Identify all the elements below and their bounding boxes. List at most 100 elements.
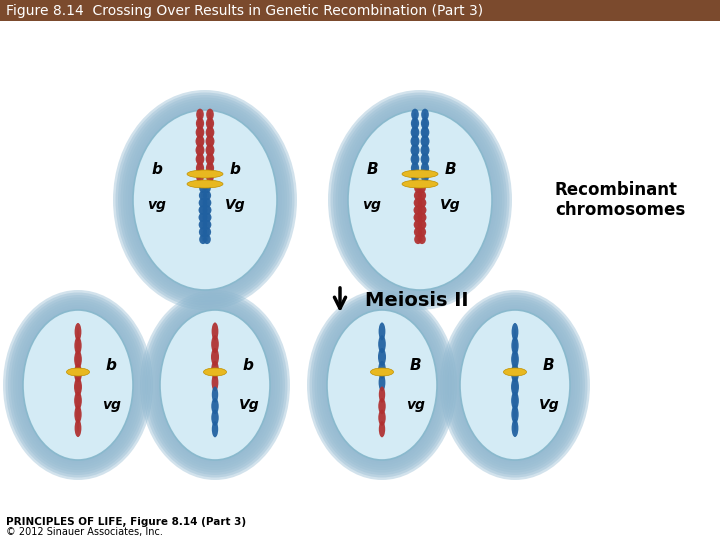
Ellipse shape	[421, 109, 429, 120]
Ellipse shape	[410, 153, 419, 165]
Ellipse shape	[414, 198, 423, 207]
Ellipse shape	[153, 302, 277, 468]
Ellipse shape	[343, 105, 497, 295]
Ellipse shape	[421, 118, 429, 129]
Ellipse shape	[6, 293, 150, 477]
Ellipse shape	[74, 336, 81, 355]
Ellipse shape	[411, 118, 419, 129]
Ellipse shape	[202, 198, 212, 207]
Ellipse shape	[205, 136, 215, 147]
Ellipse shape	[74, 392, 82, 409]
Ellipse shape	[418, 213, 426, 222]
Ellipse shape	[211, 409, 219, 426]
Ellipse shape	[20, 307, 135, 462]
Ellipse shape	[202, 220, 212, 229]
Ellipse shape	[420, 126, 429, 138]
Ellipse shape	[414, 227, 422, 237]
Ellipse shape	[118, 95, 292, 305]
Ellipse shape	[421, 163, 429, 174]
Ellipse shape	[307, 290, 457, 480]
Ellipse shape	[199, 220, 207, 229]
Ellipse shape	[187, 180, 223, 188]
Ellipse shape	[202, 205, 212, 215]
Ellipse shape	[202, 213, 212, 222]
Ellipse shape	[120, 98, 289, 302]
Ellipse shape	[74, 364, 82, 382]
Ellipse shape	[418, 191, 426, 200]
Ellipse shape	[199, 198, 207, 207]
Text: B: B	[444, 163, 456, 178]
Ellipse shape	[511, 350, 519, 368]
Ellipse shape	[411, 109, 419, 120]
Ellipse shape	[199, 234, 207, 244]
Ellipse shape	[457, 307, 572, 462]
Ellipse shape	[199, 205, 207, 215]
Ellipse shape	[212, 374, 218, 391]
Ellipse shape	[410, 144, 420, 156]
Ellipse shape	[75, 419, 81, 437]
Ellipse shape	[322, 305, 442, 465]
Ellipse shape	[196, 144, 204, 156]
Ellipse shape	[341, 103, 500, 298]
Text: vg: vg	[406, 398, 425, 412]
Ellipse shape	[333, 95, 507, 305]
Ellipse shape	[196, 171, 204, 183]
Ellipse shape	[379, 374, 385, 391]
Ellipse shape	[418, 227, 426, 237]
Ellipse shape	[140, 290, 290, 480]
Text: b: b	[230, 163, 240, 178]
Ellipse shape	[196, 126, 204, 138]
Ellipse shape	[128, 105, 282, 295]
Ellipse shape	[203, 191, 211, 200]
Ellipse shape	[211, 398, 219, 414]
Ellipse shape	[418, 184, 426, 193]
Ellipse shape	[378, 348, 386, 366]
Ellipse shape	[204, 368, 227, 376]
Ellipse shape	[196, 118, 204, 129]
Ellipse shape	[410, 136, 420, 147]
Ellipse shape	[420, 153, 429, 165]
Ellipse shape	[145, 295, 285, 475]
Ellipse shape	[199, 191, 207, 200]
Text: vg: vg	[148, 198, 166, 212]
Ellipse shape	[200, 186, 206, 241]
Ellipse shape	[511, 378, 519, 396]
Ellipse shape	[450, 300, 580, 470]
Ellipse shape	[512, 328, 518, 432]
Ellipse shape	[8, 295, 148, 475]
Ellipse shape	[440, 290, 590, 480]
Text: Vg: Vg	[539, 398, 559, 412]
Ellipse shape	[206, 153, 215, 165]
FancyBboxPatch shape	[0, 0, 720, 21]
Ellipse shape	[312, 295, 452, 475]
Ellipse shape	[402, 170, 438, 178]
Text: vg: vg	[102, 398, 121, 412]
Ellipse shape	[13, 300, 143, 470]
Ellipse shape	[511, 392, 519, 409]
Ellipse shape	[148, 298, 282, 472]
Ellipse shape	[203, 234, 211, 244]
Ellipse shape	[421, 171, 429, 183]
Ellipse shape	[346, 107, 495, 293]
Ellipse shape	[199, 227, 207, 237]
Ellipse shape	[379, 322, 385, 340]
Ellipse shape	[512, 419, 518, 437]
Ellipse shape	[16, 302, 140, 468]
Ellipse shape	[414, 191, 422, 200]
Ellipse shape	[18, 305, 138, 465]
Ellipse shape	[412, 112, 418, 180]
Ellipse shape	[125, 103, 284, 298]
Ellipse shape	[414, 184, 422, 193]
Ellipse shape	[158, 307, 272, 462]
Ellipse shape	[23, 310, 133, 460]
Ellipse shape	[330, 92, 510, 307]
Ellipse shape	[325, 307, 439, 462]
Ellipse shape	[415, 186, 421, 241]
Ellipse shape	[414, 220, 423, 229]
Ellipse shape	[452, 302, 577, 468]
Ellipse shape	[187, 170, 223, 178]
Ellipse shape	[378, 335, 386, 353]
Ellipse shape	[203, 184, 211, 193]
Ellipse shape	[418, 234, 426, 244]
Ellipse shape	[422, 112, 428, 180]
